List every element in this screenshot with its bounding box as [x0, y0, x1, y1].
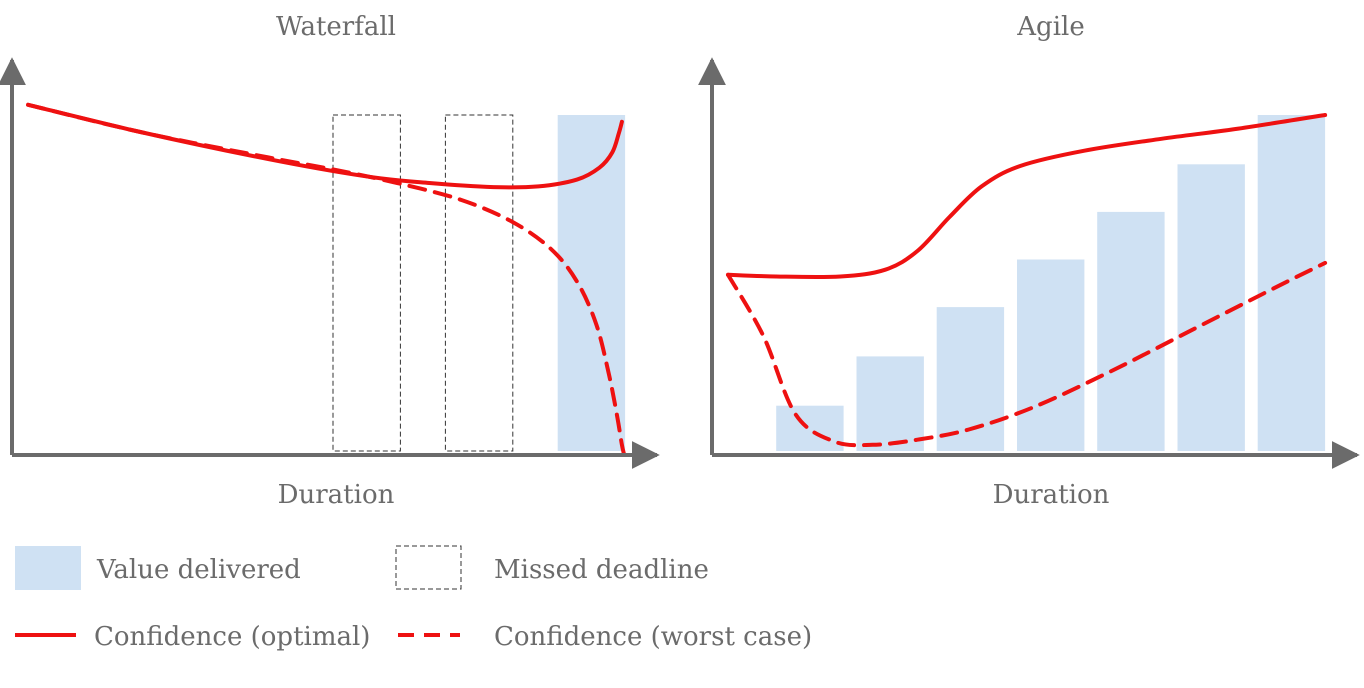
waterfall-missed-deadline-2	[444, 114, 514, 452]
agile-chart: Agile Duration	[698, 12, 1360, 510]
waterfall-missed-deadlines	[332, 114, 514, 452]
agile-value-bar-7	[1257, 115, 1326, 451]
legend: Value delivered Missed deadline Confiden…	[15, 545, 812, 652]
agile-x-axis-label: Duration	[993, 480, 1110, 510]
agile-value-bar-5	[1097, 211, 1165, 451]
agile-value-bar-2	[856, 356, 924, 451]
legend-label-confidence-worst-case: Confidence (worst case)	[494, 622, 812, 652]
agile-confidence-optimal-line	[726, 113, 1328, 280]
agile-value-bar-1	[776, 405, 844, 451]
legend-swatch-value-delivered	[15, 546, 81, 590]
waterfall-confidence-optimal-line	[26, 102, 624, 190]
waterfall-x-axis-label: Duration	[278, 480, 395, 510]
waterfall-confidence-worst-case-line	[26, 102, 626, 456]
agile-value-bars	[776, 115, 1326, 452]
agile-value-bar-4	[1017, 259, 1085, 451]
waterfall-title: Waterfall	[276, 12, 396, 42]
waterfall-chart: Waterfall Duration	[0, 12, 660, 510]
legend-label-confidence-optimal: Confidence (optimal)	[94, 622, 370, 652]
agile-confidence-lines	[726, 113, 1328, 448]
waterfall-confidence-lines	[26, 102, 626, 456]
agile-title: Agile	[1016, 12, 1084, 42]
waterfall-missed-deadline-1	[332, 114, 401, 452]
legend-label-missed-deadline: Missed deadline	[494, 555, 709, 585]
legend-swatch-missed-deadline	[395, 545, 462, 590]
legend-label-value-delivered: Value delivered	[96, 555, 301, 585]
agile-confidence-worst-case-line	[726, 260, 1328, 448]
